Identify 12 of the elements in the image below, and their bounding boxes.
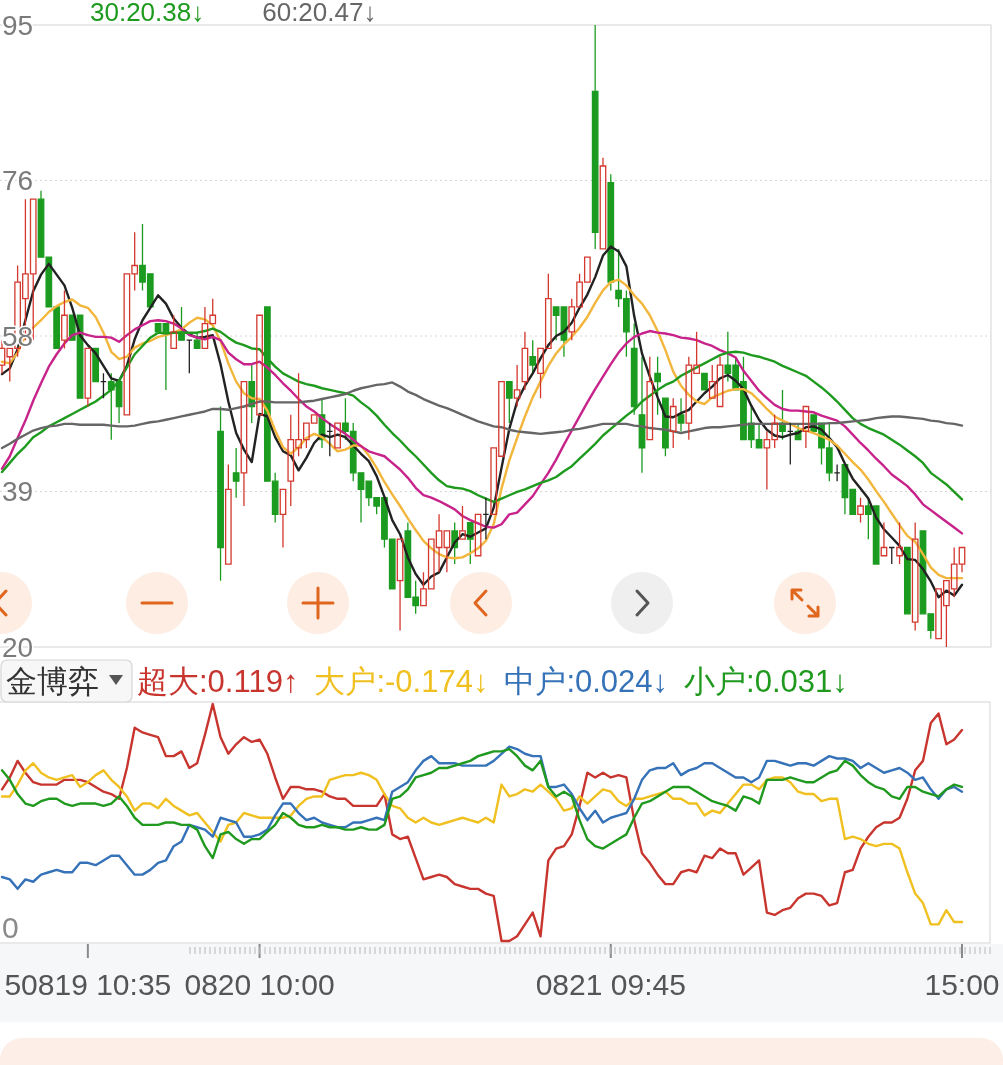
x-tick-label: 15:00 — [924, 968, 1000, 1001]
legend: 30:20.38↓ 60:20.47↓ — [90, 0, 377, 27]
chart-title: 金博弈 — [6, 664, 99, 699]
x-tick-label: 0821 09:45 — [535, 968, 686, 1001]
y-tick-label: 76 — [2, 165, 34, 197]
y-tick-label: 95 — [2, 9, 34, 41]
y-tick-label: 39 — [2, 476, 34, 508]
dropdown: 金博弈 — [0, 659, 133, 703]
x-tick-label: 50819 10:35 — [4, 968, 172, 1001]
x-tick-label: 0820 10:00 — [184, 968, 335, 1001]
annotation: 0 — [2, 911, 19, 944]
legend: 超大:0.119↑ 大户:-0.174↓ 中户:0.024↓ 小户:0.031↓ — [137, 664, 848, 699]
